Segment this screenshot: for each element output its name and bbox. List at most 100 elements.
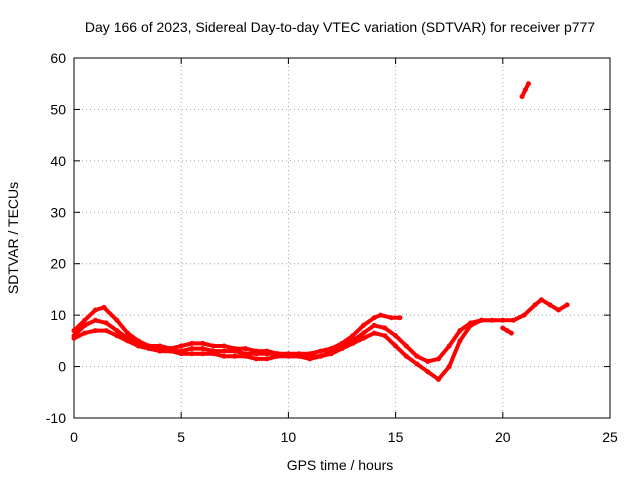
data-point <box>350 340 356 346</box>
data-point <box>167 348 173 354</box>
y-tick-label: 30 <box>50 204 66 220</box>
data-point <box>221 353 227 359</box>
data-point <box>210 351 216 357</box>
data-point <box>114 333 120 339</box>
data-point <box>393 333 399 339</box>
data-point <box>382 333 388 339</box>
data-point <box>232 353 238 359</box>
y-tick-label: 40 <box>50 153 66 169</box>
series-line <box>72 305 402 356</box>
data-point <box>526 81 532 87</box>
data-point <box>522 87 528 93</box>
x-tick-label: 10 <box>281 429 297 445</box>
data-point <box>200 351 206 357</box>
data-series <box>71 81 570 382</box>
x-tick-label: 25 <box>602 429 618 445</box>
data-point <box>382 325 388 331</box>
data-point <box>425 369 431 375</box>
plot-frame <box>73 57 611 419</box>
data-point <box>435 356 441 362</box>
data-point <box>210 343 216 349</box>
data-point <box>82 317 88 323</box>
data-point <box>243 346 249 352</box>
data-point <box>446 343 452 349</box>
data-point <box>103 328 109 334</box>
data-point <box>371 315 377 321</box>
data-point <box>414 353 420 359</box>
y-tick-label: 0 <box>58 359 66 375</box>
y-tick-label: 60 <box>50 50 66 66</box>
data-point <box>200 346 206 352</box>
series-3 <box>519 81 532 100</box>
data-point <box>146 346 152 352</box>
grid-lines <box>74 58 610 418</box>
x-axis-label: GPS time / hours <box>287 457 394 473</box>
data-point <box>71 335 77 341</box>
data-point <box>489 317 495 323</box>
data-point <box>189 340 195 346</box>
data-point <box>547 302 553 308</box>
data-point <box>446 364 452 370</box>
data-point <box>457 338 463 344</box>
data-point <box>435 376 441 382</box>
data-point <box>103 320 109 326</box>
data-point <box>221 343 227 349</box>
data-point <box>564 302 570 308</box>
data-point <box>285 353 291 359</box>
data-point <box>232 348 238 354</box>
data-point <box>114 328 120 334</box>
chart-title: Day 166 of 2023, Sidereal Day-to-day VTE… <box>85 19 595 35</box>
data-point <box>403 343 409 349</box>
data-point <box>397 315 403 321</box>
data-point <box>425 358 431 364</box>
data-point <box>360 330 366 336</box>
data-point <box>457 328 463 334</box>
data-point <box>296 353 302 359</box>
data-point <box>468 322 474 328</box>
data-point <box>157 348 163 354</box>
data-point <box>125 330 131 336</box>
data-point <box>253 351 259 357</box>
data-point <box>328 351 334 357</box>
data-point <box>264 351 270 357</box>
data-point <box>360 322 366 328</box>
data-point <box>478 317 484 323</box>
data-point <box>508 330 514 336</box>
data-point <box>307 356 313 362</box>
data-point <box>221 348 227 354</box>
y-tick-label: 10 <box>50 307 66 323</box>
data-point <box>371 330 377 336</box>
series-0 <box>71 304 403 357</box>
data-point <box>500 325 506 331</box>
data-point <box>135 343 141 349</box>
data-point <box>243 353 249 359</box>
x-tick-label: 5 <box>177 429 185 445</box>
data-point <box>500 317 506 323</box>
data-point <box>125 338 131 344</box>
x-tick-label: 0 <box>70 429 78 445</box>
data-point <box>92 317 98 323</box>
data-point <box>511 317 517 323</box>
data-point <box>504 328 510 334</box>
data-point <box>378 312 384 318</box>
y-tick-label: -10 <box>46 410 66 426</box>
data-point <box>189 351 195 357</box>
x-tick-label: 20 <box>495 429 511 445</box>
data-point <box>538 297 544 303</box>
data-point <box>519 94 525 100</box>
series-2 <box>71 317 484 382</box>
x-tick-label: 15 <box>388 429 404 445</box>
data-point <box>264 356 270 362</box>
data-point <box>393 343 399 349</box>
data-point <box>556 307 562 313</box>
data-point <box>275 353 281 359</box>
data-point <box>92 328 98 334</box>
series-line <box>72 318 484 382</box>
y-tick-label: 20 <box>50 256 66 272</box>
data-point <box>318 348 324 354</box>
data-point <box>388 315 394 321</box>
data-point <box>114 317 120 323</box>
